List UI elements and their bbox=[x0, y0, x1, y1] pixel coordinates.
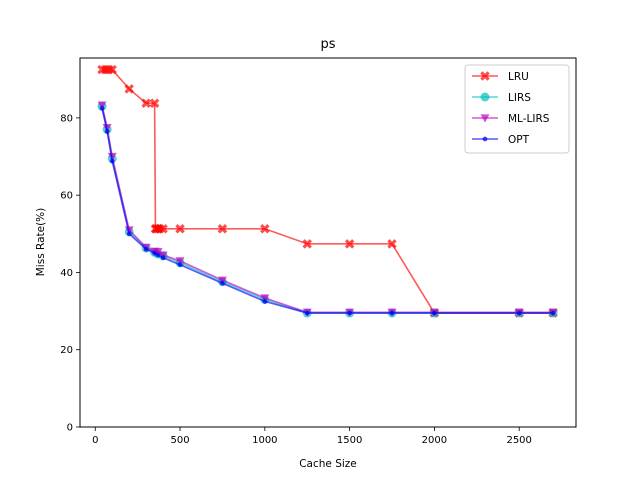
data-point-opt bbox=[220, 280, 225, 286]
x-tick-label: 2500 bbox=[506, 435, 531, 446]
data-point-opt bbox=[126, 231, 132, 237]
data-point-lru bbox=[107, 64, 117, 75]
legend-box bbox=[464, 64, 570, 154]
data-point-lru bbox=[149, 98, 160, 108]
x-tick-label: 0 bbox=[92, 435, 98, 446]
data-point-lru bbox=[217, 224, 228, 234]
data-point-opt bbox=[347, 310, 353, 316]
x-tick-label: 2000 bbox=[422, 435, 447, 446]
data-point-lru bbox=[302, 239, 312, 249]
data-point-ml-lirs bbox=[97, 101, 107, 110]
legend-swatch-marker bbox=[482, 136, 488, 142]
data-point-lru bbox=[141, 98, 151, 108]
data-point-lru bbox=[260, 224, 270, 234]
y-axis-label: Miss Rate(%) bbox=[35, 208, 47, 277]
legend-item-lirs: LIRS bbox=[472, 92, 531, 104]
data-point-opt bbox=[109, 158, 115, 164]
y-axis: 0 20 40 60 80 bbox=[60, 113, 80, 434]
legend-label-lirs: LIRS bbox=[508, 92, 531, 104]
y-tick-label: 0 bbox=[67, 423, 73, 434]
data-point-opt bbox=[516, 310, 522, 316]
y-tick-label: 80 bbox=[60, 113, 73, 124]
data-point-ml-lirs bbox=[217, 276, 227, 285]
plot-frame bbox=[79, 57, 577, 428]
x-axis-label: Cache Size bbox=[299, 458, 357, 470]
legend-item-opt: OPT bbox=[472, 134, 530, 146]
legend-item-ml-lirs: ML-LIRS bbox=[472, 113, 550, 125]
data-point-ml-lirs bbox=[153, 247, 163, 257]
y-tick-label: 40 bbox=[60, 268, 73, 279]
data-point-lru bbox=[124, 84, 134, 94]
data-point-opt bbox=[155, 252, 161, 258]
chart-title: ps bbox=[320, 37, 335, 52]
x-tick-label: 1500 bbox=[337, 435, 362, 446]
y-tick-label: 60 bbox=[60, 191, 73, 202]
data-point-lru bbox=[387, 239, 397, 249]
data-point-opt bbox=[143, 246, 149, 252]
legend-label-lru: LRU bbox=[508, 71, 529, 83]
x-axis: 0 500 1000 1500 2000 2500 bbox=[92, 427, 532, 446]
x-tick-label: 500 bbox=[171, 435, 190, 446]
data-point-lru bbox=[175, 224, 185, 234]
legend-swatch-marker bbox=[480, 92, 490, 102]
legend: LRU LIRS ML-LIRS OPT bbox=[464, 64, 570, 154]
legend-label-opt: OPT bbox=[508, 134, 530, 146]
data-point-opt bbox=[104, 129, 110, 134]
data-point-opt bbox=[177, 262, 183, 268]
legend-label-ml-lirs: ML-LIRS bbox=[508, 113, 550, 125]
data-point-opt bbox=[550, 310, 556, 316]
legend-swatch-marker bbox=[480, 71, 490, 81]
legend-item-lru: LRU bbox=[472, 71, 529, 83]
data-point-ml-lirs bbox=[175, 257, 185, 266]
data-point-opt bbox=[389, 310, 395, 316]
y-tick-label: 20 bbox=[60, 345, 73, 356]
data-point-opt bbox=[160, 255, 166, 261]
series-lru bbox=[97, 64, 558, 318]
x-tick-label: 1000 bbox=[252, 435, 277, 446]
data-point-lru bbox=[158, 224, 168, 234]
legend-swatch-marker bbox=[480, 114, 490, 123]
series-opt bbox=[99, 105, 556, 316]
data-point-opt bbox=[304, 310, 310, 316]
data-point-ml-lirs bbox=[260, 294, 270, 303]
data-point-opt bbox=[262, 299, 268, 304]
data-point-lru bbox=[344, 239, 355, 249]
data-point-opt bbox=[432, 310, 437, 316]
plot-series bbox=[97, 64, 558, 318]
data-point-opt bbox=[99, 105, 105, 111]
